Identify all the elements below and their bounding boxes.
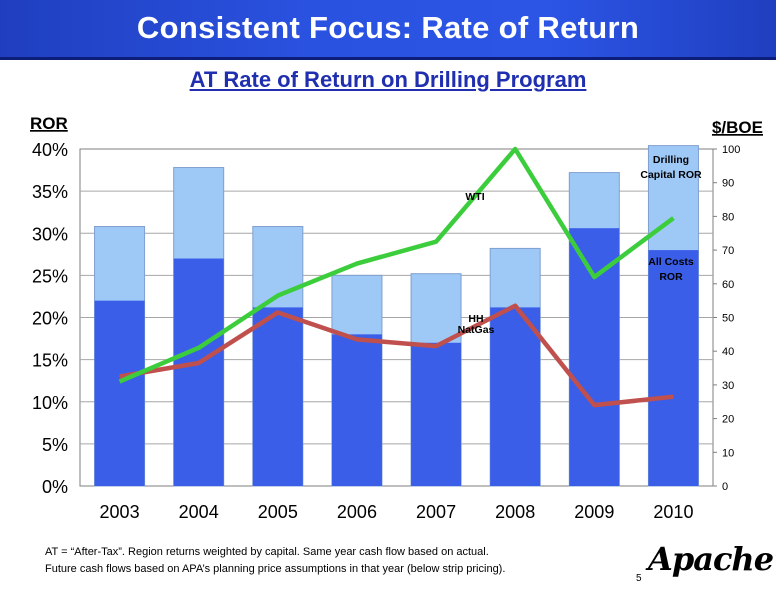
right-tick-label: 0: [722, 481, 728, 493]
left-tick-label: 30%: [32, 224, 68, 244]
left-tick-label: 10%: [32, 393, 68, 413]
bar-all-costs-ror: [411, 342, 462, 486]
right-tick-label: 50: [722, 313, 734, 325]
left-tick-label: 35%: [32, 182, 68, 202]
x-tick-label: 2006: [337, 502, 377, 522]
right-tick-label: 80: [722, 211, 734, 223]
bar-all-costs-ror: [648, 250, 699, 486]
right-tick-label: 90: [722, 178, 734, 190]
hh-natgas-line: [119, 303, 674, 408]
right-tick-label: 20: [722, 414, 734, 426]
chart-title: AT Rate of Return on Drilling Program: [189, 67, 587, 92]
apache-logo: Apache: [648, 540, 774, 578]
x-tick-label: 2008: [495, 502, 535, 522]
left-tick-label: 0%: [42, 477, 68, 497]
bar-all-costs-ror: [94, 300, 145, 486]
slide-title: Consistent Focus: Rate of Return: [136, 10, 640, 45]
x-tick-label: 2007: [416, 502, 456, 522]
title-banner: Consistent Focus: Rate of Return: [0, 0, 776, 60]
all-costs-annotation: ROR: [659, 271, 683, 283]
left-tick-label: 15%: [32, 351, 68, 371]
right-tick-label: 30: [722, 380, 734, 392]
left-tick-label: 40%: [32, 140, 68, 160]
page-number: 5: [636, 573, 642, 584]
footnote: AT = “After-Tax”. Region returns weighte…: [45, 544, 645, 578]
bar-all-costs-ror: [569, 228, 620, 486]
drilling-capital-annotation: Drilling: [653, 154, 689, 166]
all-costs-annotation: All Costs: [648, 256, 694, 268]
right-tick-label: 70: [722, 245, 734, 257]
x-tick-label: 2009: [574, 502, 614, 522]
x-tick-label: 2005: [258, 502, 298, 522]
x-tick-label: 2010: [653, 502, 693, 522]
footnote-line-1: AT = “After-Tax”. Region returns weighte…: [45, 546, 489, 558]
bar-all-costs-ror: [331, 334, 382, 486]
bar-all-costs-ror: [490, 307, 541, 486]
right-axis-title: $/BOE: [712, 118, 763, 137]
x-tick-label: 2004: [179, 502, 219, 522]
wti-line: [118, 146, 675, 384]
x-tick-label: 2003: [100, 502, 140, 522]
drilling-capital-annotation: Capital ROR: [640, 169, 702, 181]
bar-all-costs-ror: [173, 258, 224, 486]
hh-natgas-annotation: NatGas: [458, 324, 495, 336]
hh-natgas-annotation: HH: [468, 313, 483, 325]
left-tick-label: 25%: [32, 266, 68, 286]
bar-all-costs-ror: [252, 307, 303, 486]
right-tick-label: 10: [722, 447, 734, 459]
wti-annotation: WTI: [465, 191, 484, 203]
left-tick-label: 5%: [42, 435, 68, 455]
right-tick-label: 40: [722, 346, 734, 358]
footnote-line-2: Future cash flows based on APA’s plannin…: [45, 563, 506, 575]
right-tick-label: 100: [722, 144, 740, 156]
left-tick-label: 20%: [32, 309, 68, 329]
left-axis-title: ROR: [30, 114, 68, 133]
right-tick-label: 60: [722, 279, 734, 291]
